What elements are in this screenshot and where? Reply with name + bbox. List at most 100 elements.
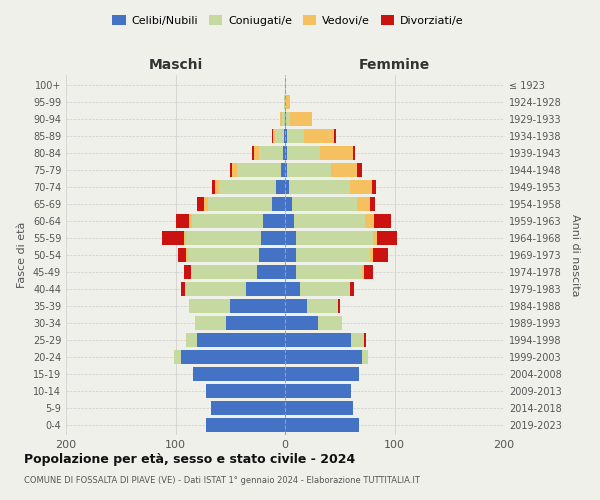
Bar xyxy=(371,180,376,194)
Legend: Celibi/Nubili, Coniugati/e, Vedovi/e, Divorziati/e: Celibi/Nubili, Coniugati/e, Vedovi/e, Di… xyxy=(108,10,468,30)
Bar xyxy=(263,214,285,228)
Bar xyxy=(282,112,285,126)
Bar xyxy=(285,332,351,347)
Bar xyxy=(175,214,188,228)
Bar xyxy=(373,231,377,245)
Bar xyxy=(237,163,281,178)
Bar xyxy=(290,112,313,126)
Bar xyxy=(212,180,215,194)
Bar xyxy=(272,129,273,144)
Bar xyxy=(357,197,370,212)
Bar xyxy=(287,146,320,160)
Bar xyxy=(287,163,331,178)
Bar xyxy=(188,298,230,313)
Bar xyxy=(261,231,285,245)
Bar xyxy=(187,248,188,262)
Text: Maschi: Maschi xyxy=(148,58,203,72)
Bar xyxy=(193,366,285,381)
Bar xyxy=(175,350,181,364)
Bar xyxy=(362,350,368,364)
Bar xyxy=(185,282,245,296)
Bar xyxy=(195,316,226,330)
Bar xyxy=(181,282,185,296)
Bar xyxy=(220,180,276,194)
Bar xyxy=(285,282,301,296)
Bar xyxy=(377,231,397,245)
Bar xyxy=(285,366,359,381)
Bar xyxy=(285,180,289,194)
Bar xyxy=(285,265,296,279)
Text: Popolazione per età, sesso e stato civile - 2024: Popolazione per età, sesso e stato civil… xyxy=(24,452,355,466)
Y-axis label: Anni di nascita: Anni di nascita xyxy=(570,214,580,296)
Y-axis label: Fasce di età: Fasce di età xyxy=(17,222,27,288)
Bar xyxy=(285,418,359,432)
Bar xyxy=(184,231,187,245)
Text: Femmine: Femmine xyxy=(359,58,430,72)
Bar xyxy=(353,146,355,160)
Bar xyxy=(294,214,365,228)
Bar xyxy=(215,180,220,194)
Bar xyxy=(208,197,272,212)
Bar xyxy=(163,231,184,245)
Bar xyxy=(211,400,285,415)
Bar xyxy=(318,316,342,330)
Bar xyxy=(373,248,388,262)
Bar xyxy=(370,197,375,212)
Bar xyxy=(296,265,362,279)
Bar xyxy=(259,248,285,262)
Bar xyxy=(230,298,285,313)
Bar xyxy=(206,418,285,432)
Bar xyxy=(257,265,285,279)
Bar xyxy=(284,95,285,110)
Bar xyxy=(285,146,287,160)
Bar xyxy=(285,214,294,228)
Bar xyxy=(350,282,354,296)
Bar xyxy=(259,146,283,160)
Bar xyxy=(276,180,285,194)
Bar xyxy=(285,163,287,178)
Bar xyxy=(188,214,192,228)
Bar xyxy=(370,248,373,262)
Bar xyxy=(232,163,237,178)
Bar xyxy=(254,146,259,160)
Bar xyxy=(320,146,353,160)
Bar xyxy=(307,298,338,313)
Bar xyxy=(357,163,362,178)
Bar xyxy=(245,282,285,296)
Bar xyxy=(338,298,340,313)
Bar xyxy=(285,298,307,313)
Bar xyxy=(192,214,263,228)
Bar xyxy=(191,265,257,279)
Bar xyxy=(289,180,350,194)
Bar xyxy=(285,316,318,330)
Bar xyxy=(285,231,296,245)
Bar xyxy=(284,129,285,144)
Bar xyxy=(280,112,282,126)
Bar xyxy=(187,231,261,245)
Bar xyxy=(285,400,353,415)
Bar xyxy=(285,384,351,398)
Bar xyxy=(252,146,254,160)
Bar xyxy=(292,197,357,212)
Bar xyxy=(285,129,287,144)
Bar xyxy=(350,180,371,194)
Bar xyxy=(374,214,391,228)
Bar xyxy=(304,129,334,144)
Bar xyxy=(334,129,337,144)
Bar xyxy=(286,95,290,110)
Bar xyxy=(365,214,374,228)
Bar xyxy=(286,112,290,126)
Bar xyxy=(206,384,285,398)
Bar xyxy=(296,231,373,245)
Bar xyxy=(281,163,285,178)
Bar xyxy=(275,129,284,144)
Bar xyxy=(230,163,232,178)
Bar xyxy=(285,248,296,262)
Bar xyxy=(188,248,259,262)
Bar xyxy=(362,265,364,279)
Bar xyxy=(285,350,362,364)
Bar xyxy=(364,265,373,279)
Bar xyxy=(181,350,285,364)
Bar xyxy=(272,197,285,212)
Bar xyxy=(197,332,285,347)
